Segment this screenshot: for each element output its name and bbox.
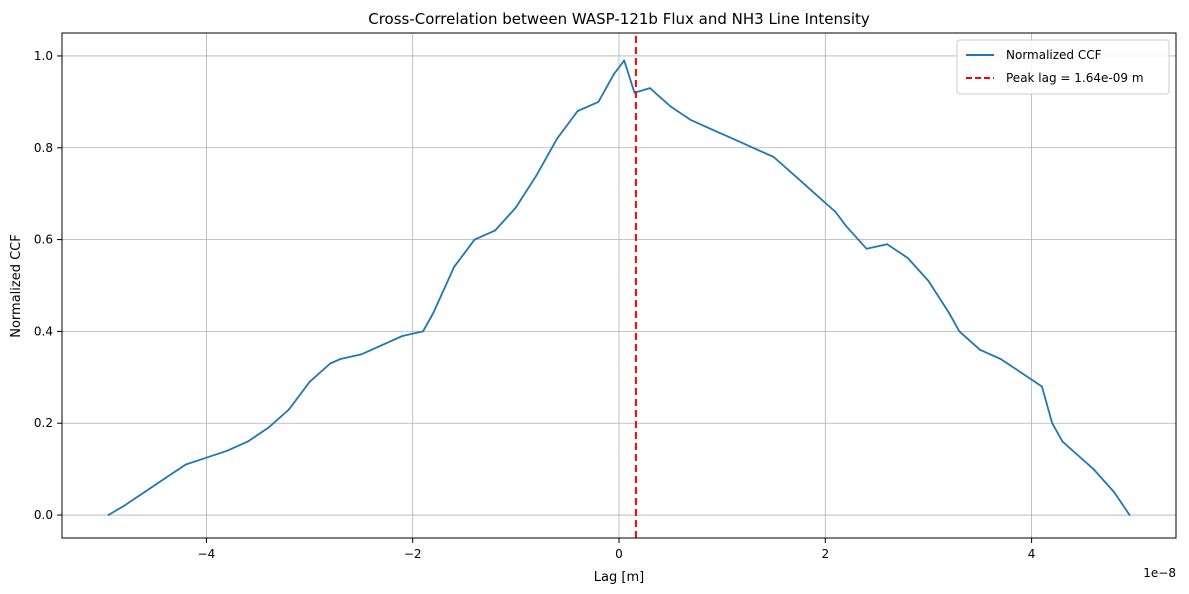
data-point-ccf-45 (958, 330, 961, 333)
data-point-ccf-36 (793, 174, 796, 177)
data-point-ccf-33 (731, 137, 734, 140)
data-point-ccf-12 (339, 358, 342, 360)
data-point-ccf-32 (710, 128, 713, 131)
data-point-ccf-39 (845, 224, 847, 227)
x-tick-label-3: 2 (821, 547, 829, 561)
data-point-ccf-54 (1113, 491, 1116, 493)
data-point-ccf-29 (649, 87, 651, 89)
chart-title: Cross-Correlation between WASP-121b Flux… (368, 10, 870, 28)
y-tick-label-4: 0.8 (34, 141, 53, 155)
y-tick-label-5: 1.0 (34, 49, 53, 63)
data-point-ccf-38 (834, 211, 837, 213)
data-point-ccf-53 (1092, 468, 1095, 471)
legend: Normalized CCF Peak lag = 1.64e-09 m (956, 39, 1170, 95)
data-point-ccf-25 (597, 100, 600, 103)
data-point-ccf-1 (122, 504, 125, 507)
data-point-ccf-30 (669, 105, 672, 108)
y-tick-label-3: 0.6 (34, 233, 53, 247)
data-point-ccf-2 (143, 491, 146, 493)
data-point-ccf-20 (494, 229, 497, 232)
data-point-ccf-43 (927, 280, 930, 282)
data-point-ccf-4 (184, 463, 187, 466)
x-tick-label-0: −4 (198, 547, 216, 561)
data-point-ccf-9 (288, 408, 290, 411)
data-point-ccf-35 (772, 156, 775, 158)
data-point-ccf-23 (556, 137, 559, 140)
y-tick-label-0: 0.0 (34, 508, 53, 522)
series-line-ccf (107, 59, 1131, 516)
data-point-ccf-18 (453, 266, 455, 269)
data-point-ccf-7 (246, 440, 249, 443)
legend-box (956, 39, 1170, 95)
data-point-ccf-10 (308, 381, 311, 383)
data-point-ccf-17 (432, 312, 435, 314)
data-point-ccf-21 (514, 206, 517, 209)
data-point-ccf-11 (329, 362, 332, 365)
data-point-ccf-49 (1041, 385, 1043, 388)
data-point-ccf-41 (886, 243, 889, 246)
data-point-ccf-52 (1082, 459, 1085, 461)
data-point-ccf-16 (422, 330, 424, 333)
x-tick-label-1: −2 (404, 547, 422, 561)
data-point-ccf-13 (360, 353, 363, 356)
y-axis-label: Normalized CCF (9, 234, 24, 338)
y-tick-label-1: 0.2 (34, 416, 53, 430)
data-point-ccf-14 (380, 344, 383, 347)
data-point-ccf-50 (1051, 422, 1054, 425)
data-point-ccf-37 (814, 192, 816, 195)
data-point-ccf-47 (999, 358, 1002, 360)
data-point-ccf-6 (226, 449, 228, 452)
data-point-ccf-55 (1128, 514, 1131, 516)
data-point-ccf-26 (612, 73, 615, 76)
data-point-ccf-22 (535, 174, 538, 177)
data-point-ccf-48 (1020, 371, 1023, 374)
y-tick-label-2: 0.4 (34, 324, 53, 338)
data-point-ccf-34 (752, 146, 754, 149)
data-point-ccf-46 (979, 348, 981, 351)
data-point-ccf-0 (107, 514, 110, 516)
data-point-ccf-19 (473, 238, 476, 241)
data-point-ccf-51 (1061, 440, 1064, 443)
x-tick-label-4: 4 (1028, 547, 1036, 561)
data-point-ccf-15 (401, 335, 404, 337)
data-point-ccf-3 (164, 477, 167, 480)
data-point-ccf-24 (576, 110, 579, 112)
data-point-ccf-42 (906, 257, 909, 259)
legend-label-ccf: Normalized CCF (1006, 48, 1102, 62)
data-point-ccf-27 (623, 59, 626, 62)
data-point-ccf-8 (267, 426, 270, 429)
data-point-ccf-5 (205, 456, 208, 459)
x-offset-label: 1e−8 (1143, 566, 1176, 580)
data-point-ccf-40 (865, 247, 868, 250)
legend-label-peak: Peak lag = 1.64e-09 m (1006, 71, 1144, 85)
data-point-ccf-44 (948, 312, 950, 314)
x-axis-label: Lag [m] (594, 570, 644, 585)
x-tick-label-2: 0 (615, 547, 623, 561)
data-point-ccf-31 (690, 119, 693, 122)
